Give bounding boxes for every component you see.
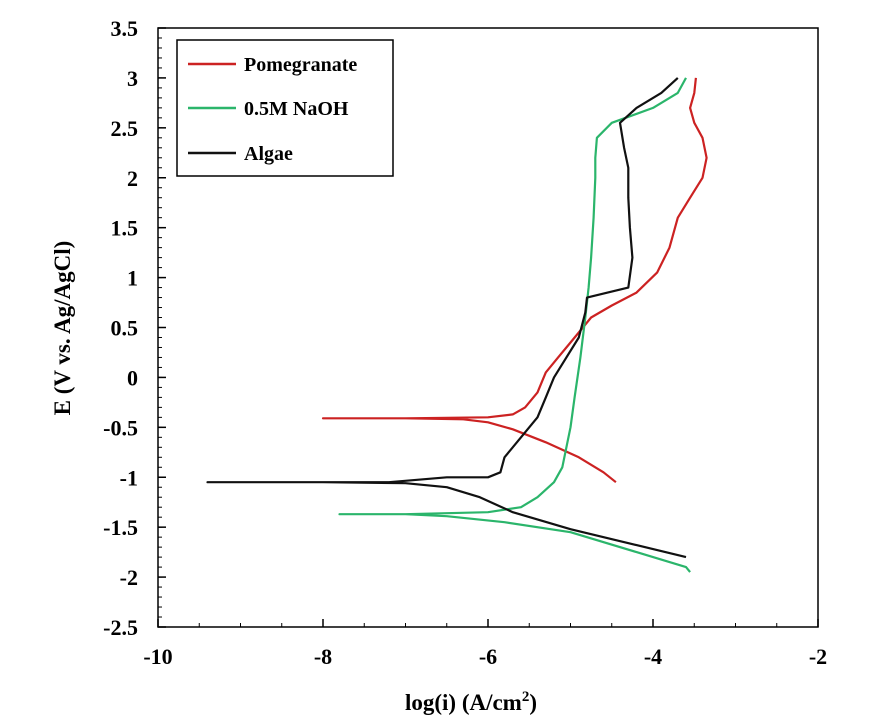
y-tick-label: 0: [127, 365, 138, 390]
y-tick-label: 1: [127, 266, 138, 291]
legend: Pomegranate 0.5M NaOH Algae: [176, 39, 394, 177]
y-tick-label: 3: [127, 66, 138, 91]
y-tick-label: -2: [120, 565, 138, 590]
legend-label-naoh: 0.5M NaOH: [244, 98, 349, 120]
y-tick-label: 2: [127, 166, 138, 191]
y-tick-label: 1.5: [111, 216, 139, 241]
x-tick-label: -4: [644, 644, 662, 669]
series-line-pomegranate: [321, 77, 708, 484]
series-group: [206, 77, 708, 573]
y-tick-label: -1.5: [103, 515, 138, 540]
y-tick-label: 2.5: [111, 116, 139, 141]
x-tick-label: -10: [143, 644, 172, 669]
y-axis-ticks: -2.5 -2 -1.5 -1 -0.5 0 0.5 1 1.5 2 2.5 3 3.5: [103, 16, 166, 640]
x-axis-title: log(i) (A/cm2): [405, 689, 537, 715]
x-axis-ticks: -10 -8 -6 -4 -2: [143, 619, 827, 669]
x-tick-label: -2: [809, 644, 827, 669]
y-tick-label: -2.5: [103, 615, 138, 640]
legend-label-pomegranate: Pomegranate: [244, 54, 357, 76]
y-axis-title: E (V vs. Ag/AgCl): [50, 241, 75, 416]
x-tick-label: -6: [479, 644, 497, 669]
legend-label-algae: Algae: [244, 143, 293, 165]
y-tick-label: -1: [120, 465, 138, 490]
x-tick-label: -8: [314, 644, 332, 669]
y-tick-label: -0.5: [103, 415, 138, 440]
y-tick-label: 0.5: [111, 316, 139, 341]
series-line-naoh: [338, 77, 691, 573]
y-tick-label: 3.5: [111, 16, 139, 41]
series-line-algae: [206, 77, 687, 559]
